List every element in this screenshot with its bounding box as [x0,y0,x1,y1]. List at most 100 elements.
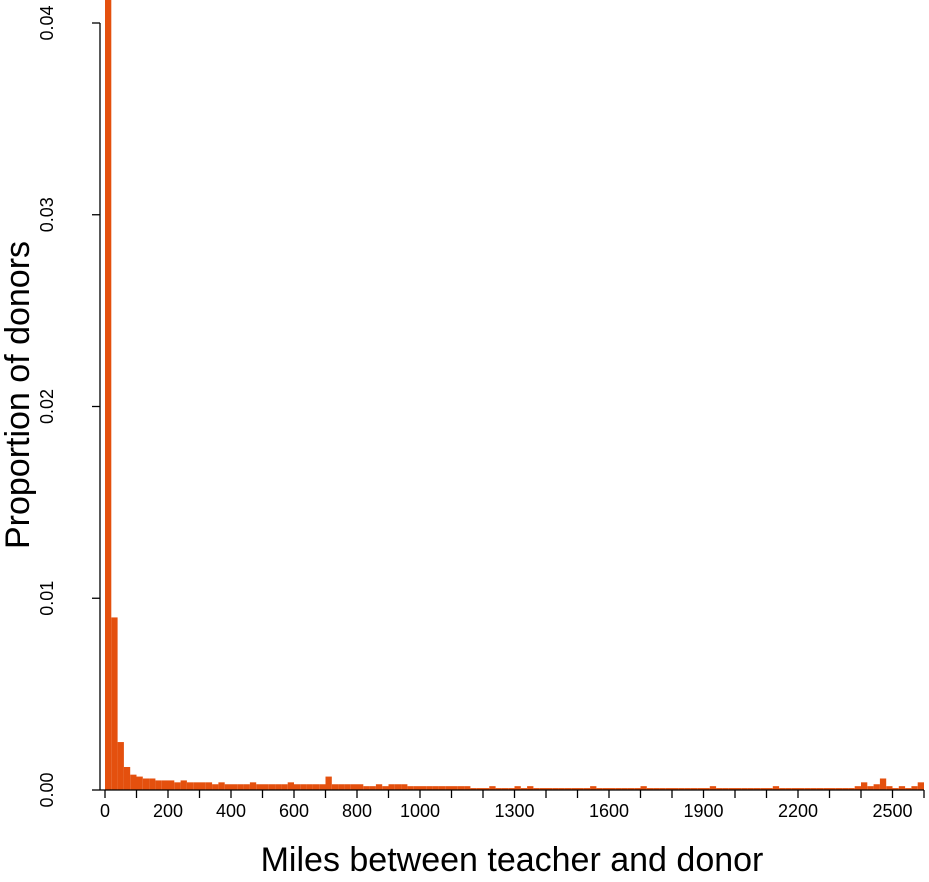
bar [294,784,301,790]
bar [445,786,452,790]
bar [911,786,918,790]
bar [199,782,206,790]
bar [590,786,597,790]
bar [237,784,244,790]
bar [338,784,345,790]
bar [300,784,307,790]
bar [640,786,647,790]
bar [779,788,786,790]
bar [193,782,200,790]
bar [709,786,717,790]
bar [898,786,906,790]
bar [205,782,213,790]
bar [703,788,710,790]
y-tick-label: 0.04 [37,5,57,40]
bar [867,786,874,790]
bar [495,788,502,790]
bar [527,786,534,790]
bar [615,788,622,790]
bar [256,784,263,790]
bar [432,786,439,790]
bar [420,786,427,790]
bar [571,788,578,790]
bar [180,780,187,790]
bar [357,784,364,790]
bar [149,778,156,790]
bar [243,784,250,790]
bar [886,786,893,790]
bar [161,780,168,790]
bar [659,788,666,790]
bar [741,788,748,790]
bar [224,784,231,790]
bar [268,784,276,790]
bar [457,786,465,790]
bar [464,786,471,790]
bar [665,788,672,790]
bar [917,782,924,790]
bar [136,776,143,790]
x-tick-label: 1000 [400,801,440,821]
bar [489,786,496,790]
bar [312,784,320,790]
bar [552,788,559,790]
bar [772,786,780,790]
bar [369,786,376,790]
bar [577,788,584,790]
bar [382,786,389,790]
bar [684,788,691,790]
bar [319,784,326,790]
bar [520,788,528,790]
bar [212,784,219,790]
bar [835,788,843,790]
bar [501,788,509,790]
bar [325,776,332,790]
bar [672,788,679,790]
bar [275,784,282,790]
bar [829,788,836,790]
bar [596,788,603,790]
bar [231,784,238,790]
x-tick-label: 800 [342,801,372,821]
bar [306,784,313,790]
bar [426,786,433,790]
bar [785,788,792,790]
bar [716,788,723,790]
bar [564,788,572,790]
x-tick-label: 600 [279,801,309,821]
bar [583,788,591,790]
bar [621,788,628,790]
bar [823,788,830,790]
bar [287,782,294,790]
bar [861,782,868,790]
bar [634,788,641,790]
bar [281,784,288,790]
x-tick-label: 2500 [872,801,912,821]
bar [753,788,761,790]
bar [331,784,339,790]
bar [816,788,824,790]
bar [735,788,742,790]
bar [168,780,175,790]
bar [728,788,735,790]
bar [155,780,162,790]
bar [388,784,395,790]
bar [438,786,446,790]
bar [892,788,899,790]
x-axis-label: Miles between teacher and donor [261,841,764,877]
bar [905,788,912,790]
bar [130,774,137,790]
bar [533,788,540,790]
bar [508,788,515,790]
bar [218,782,225,790]
bar [798,788,805,790]
bar [344,784,351,790]
y-axis-label: Proportion of donors [0,241,37,549]
bar [697,788,704,790]
x-tick-label: 0 [100,801,110,821]
bar [105,0,112,790]
x-tick-label: 1300 [494,801,534,821]
x-tick-label: 1900 [683,801,723,821]
bar [722,788,729,790]
